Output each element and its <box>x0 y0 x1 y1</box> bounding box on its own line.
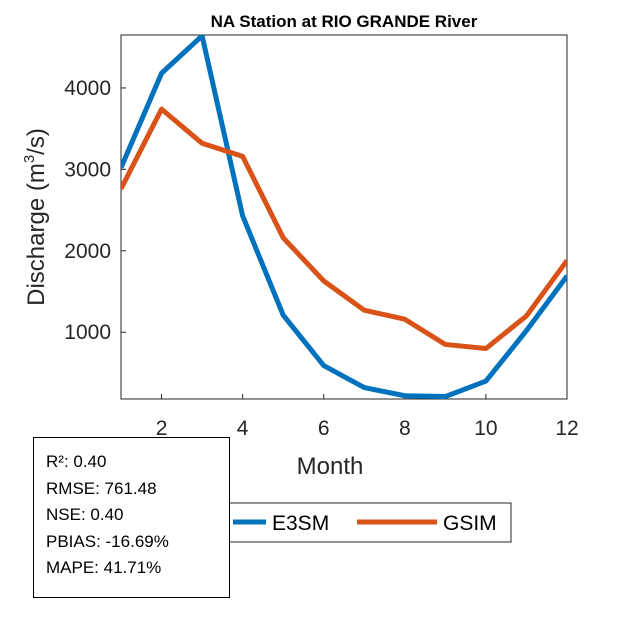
legend-label-e3sm: E3SM <box>272 512 329 535</box>
plot-area <box>120 34 568 400</box>
stat-rmse: RMSE: 761.48 <box>46 478 157 498</box>
stat-r2: R²: 0.40 <box>46 452 107 471</box>
y-axis-label-tail: /s) <box>23 128 50 155</box>
y-axis-label-main: Discharge (m <box>23 163 50 306</box>
x-tick-label: 10 <box>474 417 497 440</box>
chart-title: NA Station at RIO GRANDE River <box>211 12 478 31</box>
legend-label-gsim: GSIM <box>443 512 497 535</box>
y-axis-label: Discharge (m3/s) <box>21 128 50 306</box>
series-line-gsim <box>121 106 567 352</box>
series-line-e3sm <box>121 35 567 399</box>
x-tick-label: 2 <box>156 417 168 440</box>
y-axis-label-superscript: 3 <box>21 155 38 163</box>
y-tick-label: 2000 <box>64 240 111 263</box>
x-tick-label: 8 <box>399 417 411 440</box>
y-tick-label: 3000 <box>64 158 111 181</box>
stat-pbias: PBIAS: -16.69% <box>46 531 169 551</box>
y-tick-label: 1000 <box>64 321 111 344</box>
stat-nse: NSE: 0.40 <box>46 505 124 524</box>
x-tick-label: 6 <box>318 417 330 440</box>
x-axis-label: Month <box>297 453 364 480</box>
stats-box: R²: 0.40 RMSE: 761.48 NSE: 0.40 PBIAS: -… <box>33 437 230 598</box>
stat-mape: MAPE: 41.71% <box>46 558 162 577</box>
y-tick-label: 4000 <box>64 77 111 100</box>
x-tick-label: 12 <box>555 417 578 440</box>
legend: E3SM GSIM <box>221 502 512 543</box>
x-tick-label: 4 <box>237 417 249 440</box>
